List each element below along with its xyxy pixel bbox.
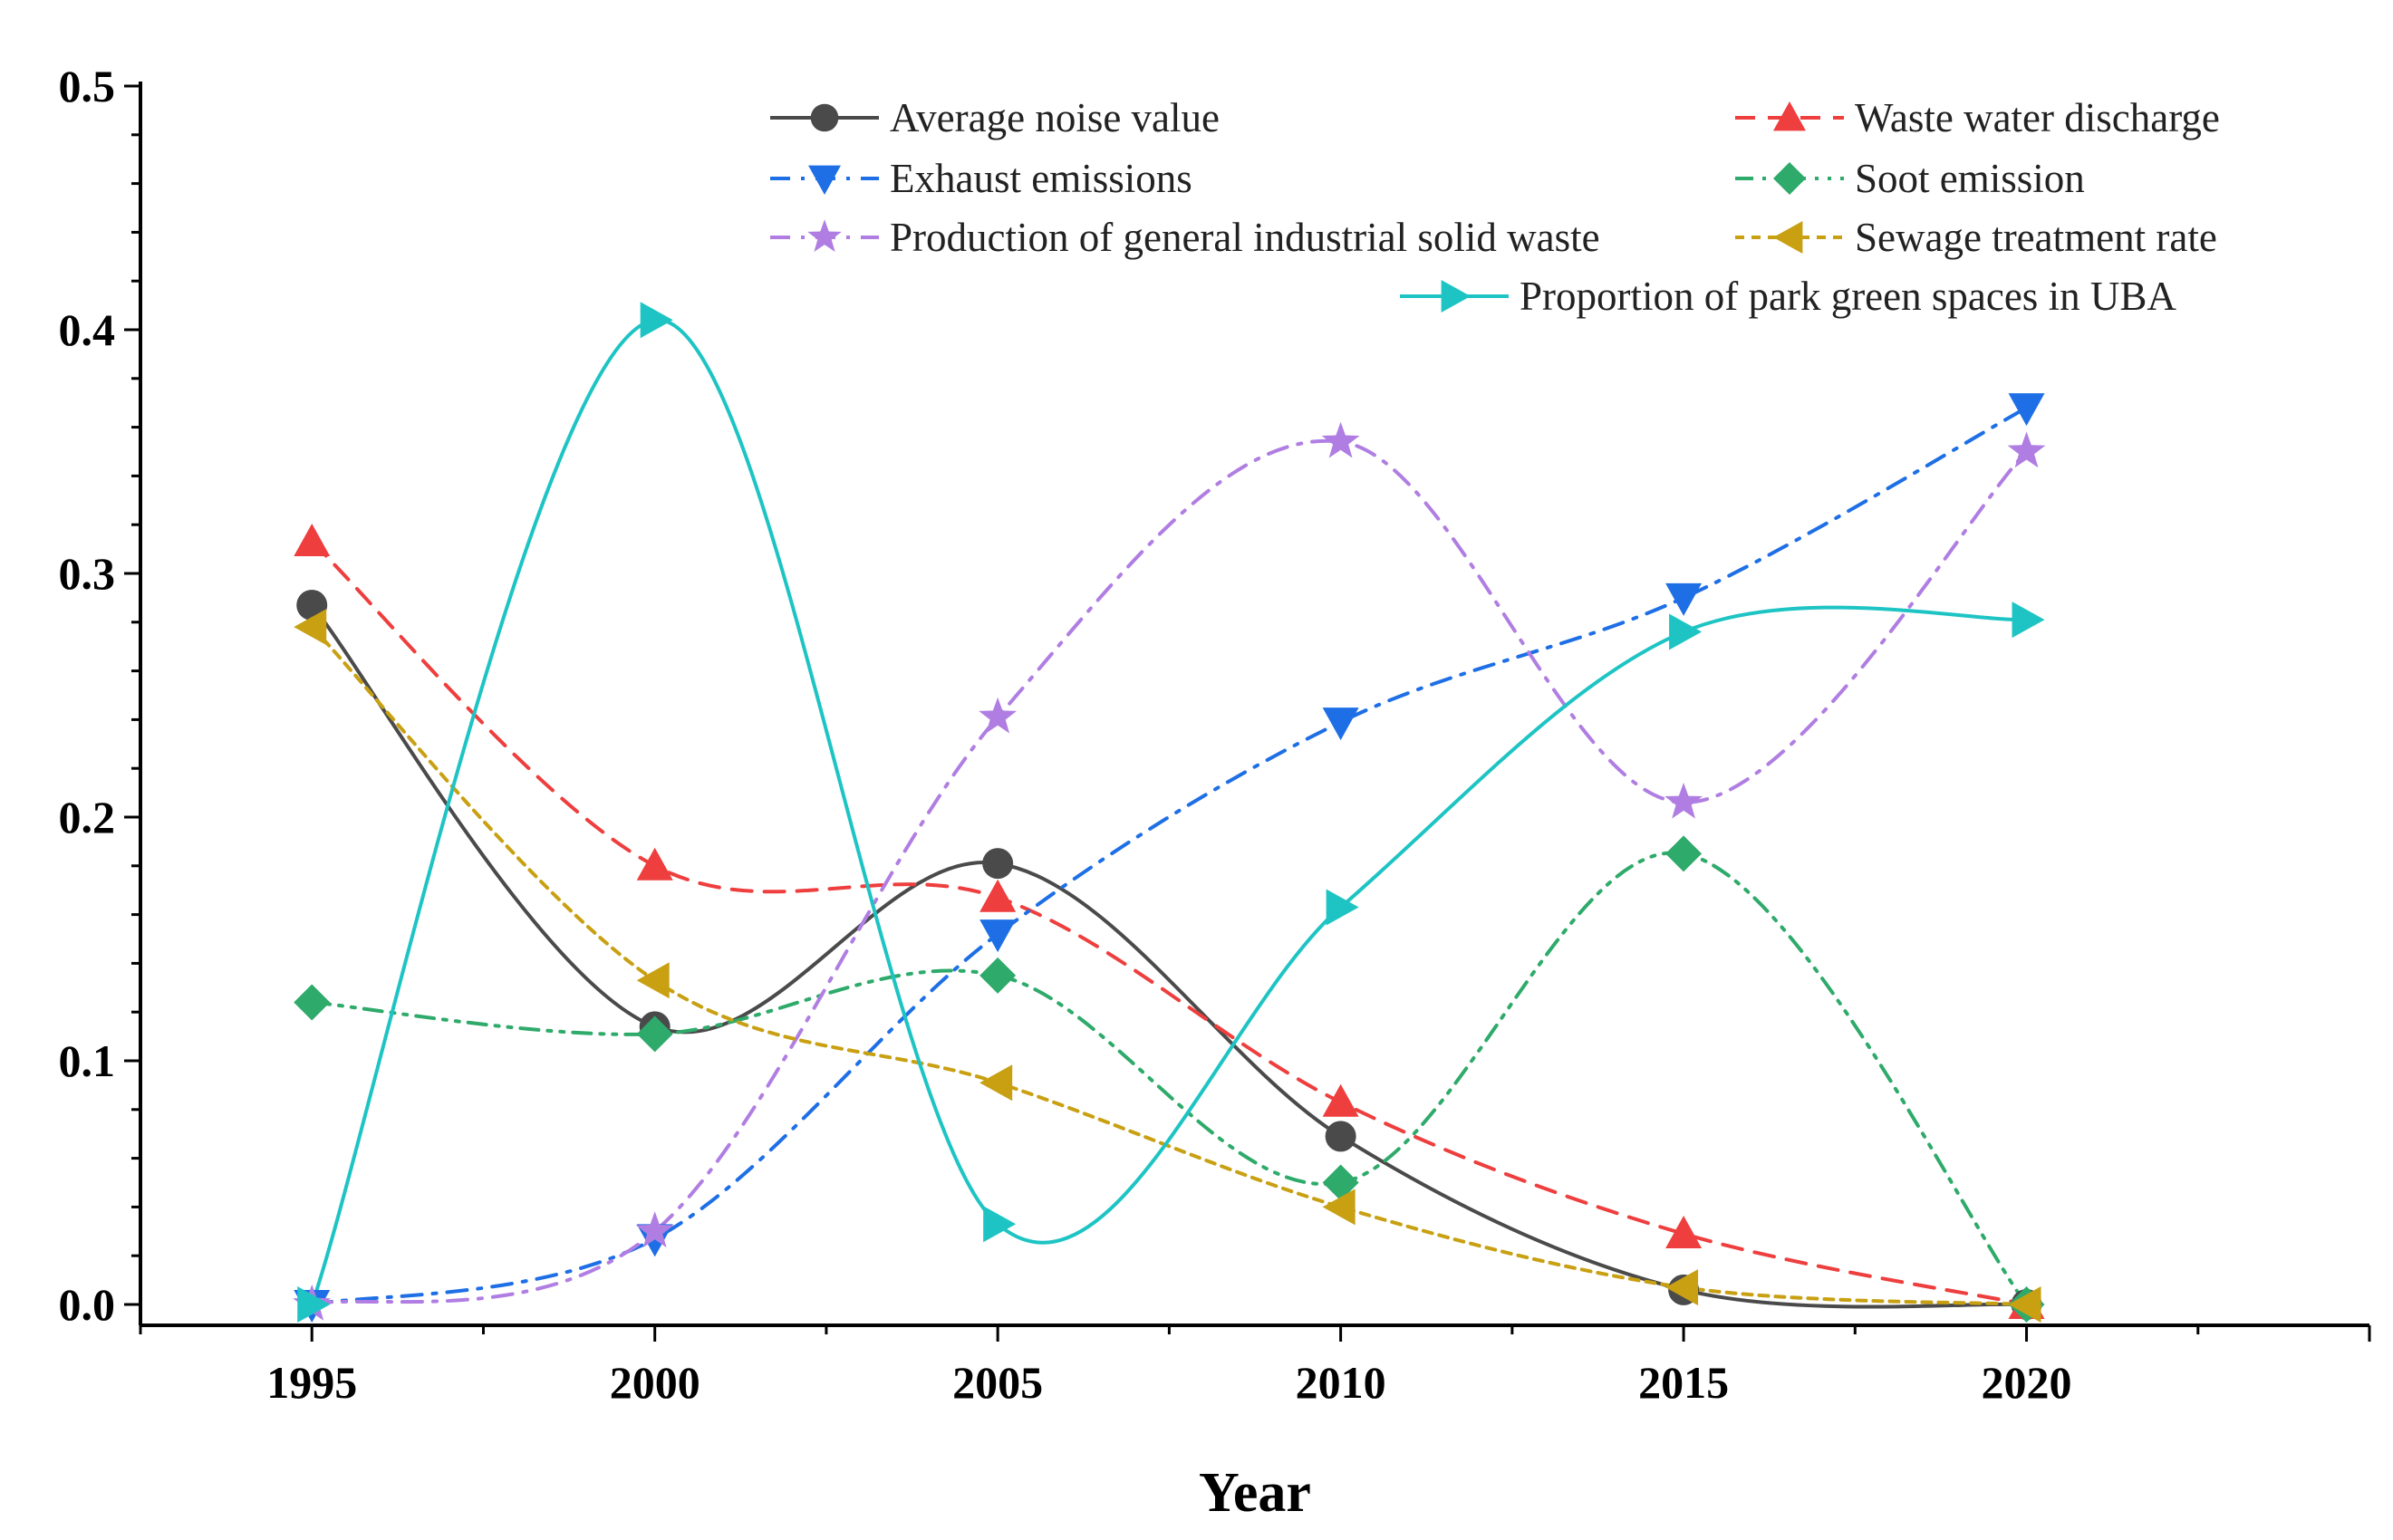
series-6-point [1326, 889, 1359, 926]
series-line-4 [310, 438, 2029, 1306]
series-4-point [635, 1211, 674, 1248]
legend-label-5: Sewage treatment rate [1855, 215, 2217, 260]
legend-marker-4 [807, 219, 842, 253]
series-3-point [979, 957, 1017, 994]
series-line-3 [310, 851, 2029, 1306]
series-0-point [982, 848, 1014, 880]
series-5-point [1322, 1189, 1356, 1226]
legend-marker-6 [1441, 280, 1471, 313]
series-line-5 [310, 625, 2029, 1306]
series-4-point [2007, 431, 2046, 468]
legend-label-6: Proportion of park green spaces in UBA [1520, 274, 2176, 319]
legend-label-4: Production of general industrial solid w… [890, 215, 1600, 260]
series-lines [310, 318, 2029, 1309]
series-3-point [1665, 835, 1703, 872]
series-3-point [294, 984, 331, 1021]
legend-marker-2 [808, 165, 841, 195]
series-4-point [979, 697, 1018, 734]
legend-label-1: Waste water discharge [1855, 95, 2220, 140]
series-2-point [979, 919, 1017, 953]
legend-label-0: Average noise value [890, 95, 1220, 140]
series-6-point [1669, 613, 1703, 650]
legend-marker-0 [810, 103, 839, 132]
series-2-point [1665, 582, 1703, 616]
series-5-point [2008, 1286, 2041, 1323]
series-line-0 [310, 602, 2029, 1309]
series-line-1 [310, 540, 2029, 1306]
legend-label-3: Soot emission [1855, 156, 2085, 201]
series-0-point [1325, 1121, 1356, 1152]
series-6-point [2012, 602, 2045, 639]
y-tick-label: 0.0 [59, 1279, 116, 1330]
series-markers [293, 302, 2046, 1323]
series-6-point [297, 1286, 331, 1323]
series-5-point [636, 962, 670, 999]
series-5-point [1665, 1269, 1699, 1306]
series-3-point [636, 1015, 673, 1053]
x-tick-label: 2015 [1638, 1357, 1729, 1408]
series-line-2 [310, 406, 2029, 1306]
series-1-point [1322, 1083, 1359, 1117]
series-line-6 [310, 318, 2029, 1306]
x-axis-title: Year [1199, 1462, 1311, 1524]
y-tick-label: 0.2 [59, 792, 116, 842]
series-4-point [1664, 782, 1703, 819]
series-5-point [979, 1064, 1013, 1102]
axes: 0.0 0.1 0.2 0.3 0.4 0.5 1995 2000 2005 2010 2015 20… [59, 61, 2371, 1408]
series-3-point [1322, 1164, 1359, 1201]
legend: Average noise value Waste water discharge… [770, 95, 2220, 319]
y-tick-label: 0.5 [59, 61, 116, 111]
x-tick-label: 1995 [266, 1357, 357, 1408]
series-1-point [294, 524, 331, 557]
series-5-point [294, 609, 327, 646]
series-1-point [979, 879, 1017, 912]
x-tick-label: 2010 [1296, 1357, 1386, 1408]
series-1-point [636, 847, 673, 881]
x-tick-label: 2000 [610, 1357, 700, 1408]
legend-marker-1 [1773, 101, 1806, 131]
series-4-point [1321, 421, 1360, 458]
series-6-point [983, 1206, 1017, 1243]
legend-marker-5 [1773, 221, 1803, 254]
y-tick-label: 0.1 [59, 1035, 116, 1086]
y-tick-label: 0.4 [59, 304, 116, 355]
x-tick-label: 2005 [952, 1357, 1043, 1408]
series-2-point [2008, 393, 2045, 427]
legend-marker-3 [1773, 162, 1806, 195]
x-tick-label: 2020 [1982, 1357, 2072, 1408]
legend-label-2: Exhaust emissions [890, 156, 1192, 201]
series-2-point [1322, 707, 1359, 741]
series-6-point [640, 302, 673, 339]
series-1-point [1665, 1215, 1703, 1248]
y-tick-label: 0.3 [59, 548, 116, 599]
